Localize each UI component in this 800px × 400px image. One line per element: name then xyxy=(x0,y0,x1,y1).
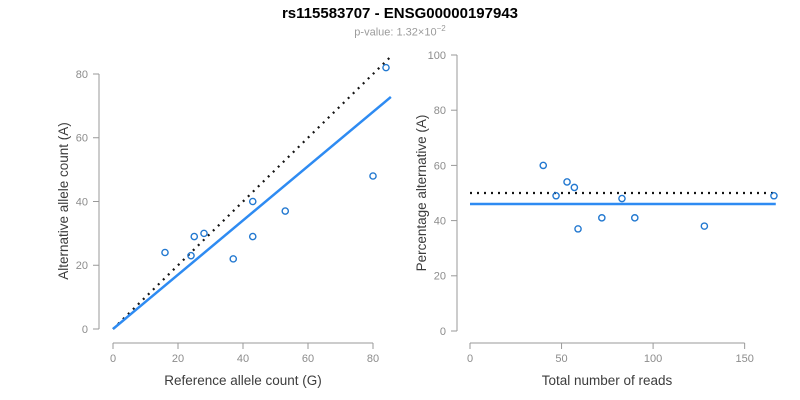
x-tick-label: 0 xyxy=(110,353,116,365)
x-tick-label: 40 xyxy=(237,353,249,365)
data-point xyxy=(552,191,560,200)
data-point xyxy=(161,248,169,257)
data-point xyxy=(570,183,579,192)
y-tick-label: 40 xyxy=(434,215,446,227)
data-point xyxy=(598,214,606,222)
x-tick-label: 50 xyxy=(555,353,567,365)
y-tick-label: 100 xyxy=(428,50,446,62)
data-point xyxy=(187,251,195,260)
identity-line xyxy=(112,55,392,330)
y-axis-title: Alternative allele count (A) xyxy=(56,122,71,280)
y-tick-label: 0 xyxy=(440,326,446,338)
y-axis-title: Percentage alternative (A) xyxy=(414,115,429,272)
x-axis-title: Reference allele count (G) xyxy=(164,373,322,388)
data-point xyxy=(200,229,208,238)
data-point xyxy=(369,172,377,180)
data-point xyxy=(281,207,290,215)
allele-count-scatter: 0 20 40 60 80 0 20 40 60 80 Reference allele count… xyxy=(56,55,392,388)
y-tick-label: 60 xyxy=(76,133,88,145)
data-point xyxy=(563,178,571,186)
data-point xyxy=(539,161,548,170)
x-tick-label: 100 xyxy=(644,353,662,365)
data-point xyxy=(229,255,238,263)
data-point xyxy=(630,214,639,222)
data-point xyxy=(770,191,778,200)
y-tick-label: 60 xyxy=(434,160,446,172)
y-tick-label: 0 xyxy=(82,324,88,336)
figure-title: rs115583707 - ENSG00000197943 xyxy=(281,5,519,22)
y-tick-label: 80 xyxy=(434,105,446,117)
x-tick-label: 150 xyxy=(735,353,753,365)
x-tick-label: 60 xyxy=(302,353,314,365)
x-tick-label: 20 xyxy=(172,353,184,365)
data-point xyxy=(574,225,582,233)
x-axis-title: Total number of reads xyxy=(542,373,673,388)
p-value-subtitle: p-value: 1.32×10−2 xyxy=(0,24,800,39)
y-tick-label: 80 xyxy=(76,69,88,81)
y-tick-label: 40 xyxy=(76,196,88,208)
y-tick-label: 20 xyxy=(434,271,446,283)
percentage-reads-scatter: 0 50 100 150 0 20 40 60 80 100 Total number of rea… xyxy=(414,50,778,388)
data-point xyxy=(382,63,390,72)
data-point xyxy=(190,232,199,241)
data-point xyxy=(700,222,709,230)
fit-line xyxy=(112,95,392,330)
p-value-exponent: −2 xyxy=(436,24,446,33)
data-point xyxy=(618,194,626,203)
p-value-text: p-value: 1.32×10 xyxy=(354,26,437,39)
y-tick-label: 20 xyxy=(76,260,88,272)
data-point xyxy=(248,197,257,206)
x-tick-label: 80 xyxy=(367,353,379,365)
data-point xyxy=(248,232,257,241)
x-tick-label: 0 xyxy=(467,353,473,365)
